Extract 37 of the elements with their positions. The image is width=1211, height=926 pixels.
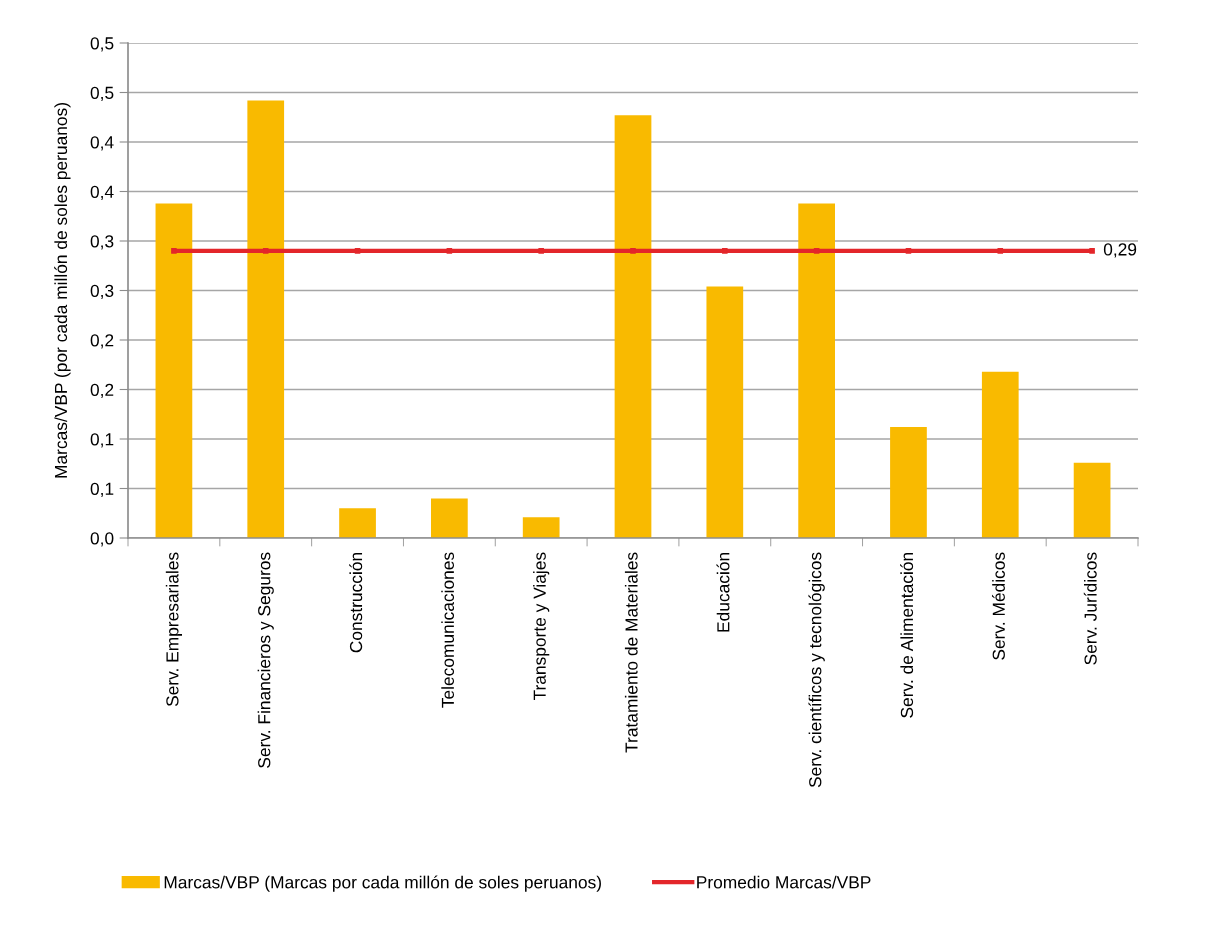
legend-label: Marcas/VBP (Marcas por cada millón de soles peruanos) — [164, 875, 601, 892]
data-label: 0,29 — [1103, 243, 1137, 258]
x-tick-label: Serv. Empresariales — [165, 552, 182, 707]
y-tick-label: 0,3 — [90, 235, 114, 250]
y-tick-label: 0,4 — [90, 136, 114, 151]
y-tick-label: 0,5 — [90, 86, 114, 102]
bar — [1073, 462, 1111, 538]
bar — [981, 371, 1019, 538]
bar — [706, 286, 744, 538]
y-axis-title: Marcas/VBP (por cada millón de soles peruanos) — [54, 103, 71, 478]
bar — [247, 100, 285, 538]
bar — [339, 508, 376, 538]
x-tick-label: Construcción — [349, 553, 363, 653]
bar — [522, 517, 560, 538]
bar — [798, 203, 835, 538]
y-tick-label: 0,1 — [90, 433, 114, 448]
x-tick-label: Serv. de Alimentación — [900, 553, 914, 718]
x-tick-label: Serv. Financieros y Seguros — [257, 552, 274, 768]
bar — [614, 115, 652, 538]
y-tick-label: 0,0 — [90, 532, 114, 547]
y-tick-label: 0,5 — [90, 37, 114, 52]
x-tick-label: Educación — [716, 553, 730, 632]
legend-label: Promedio Marcas/VBP — [697, 875, 871, 889]
x-tick-label: Transporte y Viajes — [533, 552, 550, 701]
x-tick-label: Serv. científicos y tecnológicos — [808, 552, 825, 788]
y-tick-label: 0,2 — [90, 334, 114, 349]
x-tick-label: Serv. Jurídicos — [1083, 552, 1097, 665]
x-tick-label: Tratamiento de Materiales — [624, 552, 638, 753]
bar — [431, 498, 468, 538]
bar — [155, 203, 193, 538]
y-tick-label: 0,1 — [90, 482, 114, 498]
x-tick-label: Telecomunicaciones — [441, 552, 455, 708]
y-tick-label: 0,4 — [90, 185, 114, 201]
y-tick-label: 0,2 — [90, 383, 114, 399]
x-tick-label: Serv. Médicos — [991, 552, 1005, 660]
y-tick-label: 0,3 — [90, 284, 114, 300]
bar — [890, 427, 927, 538]
